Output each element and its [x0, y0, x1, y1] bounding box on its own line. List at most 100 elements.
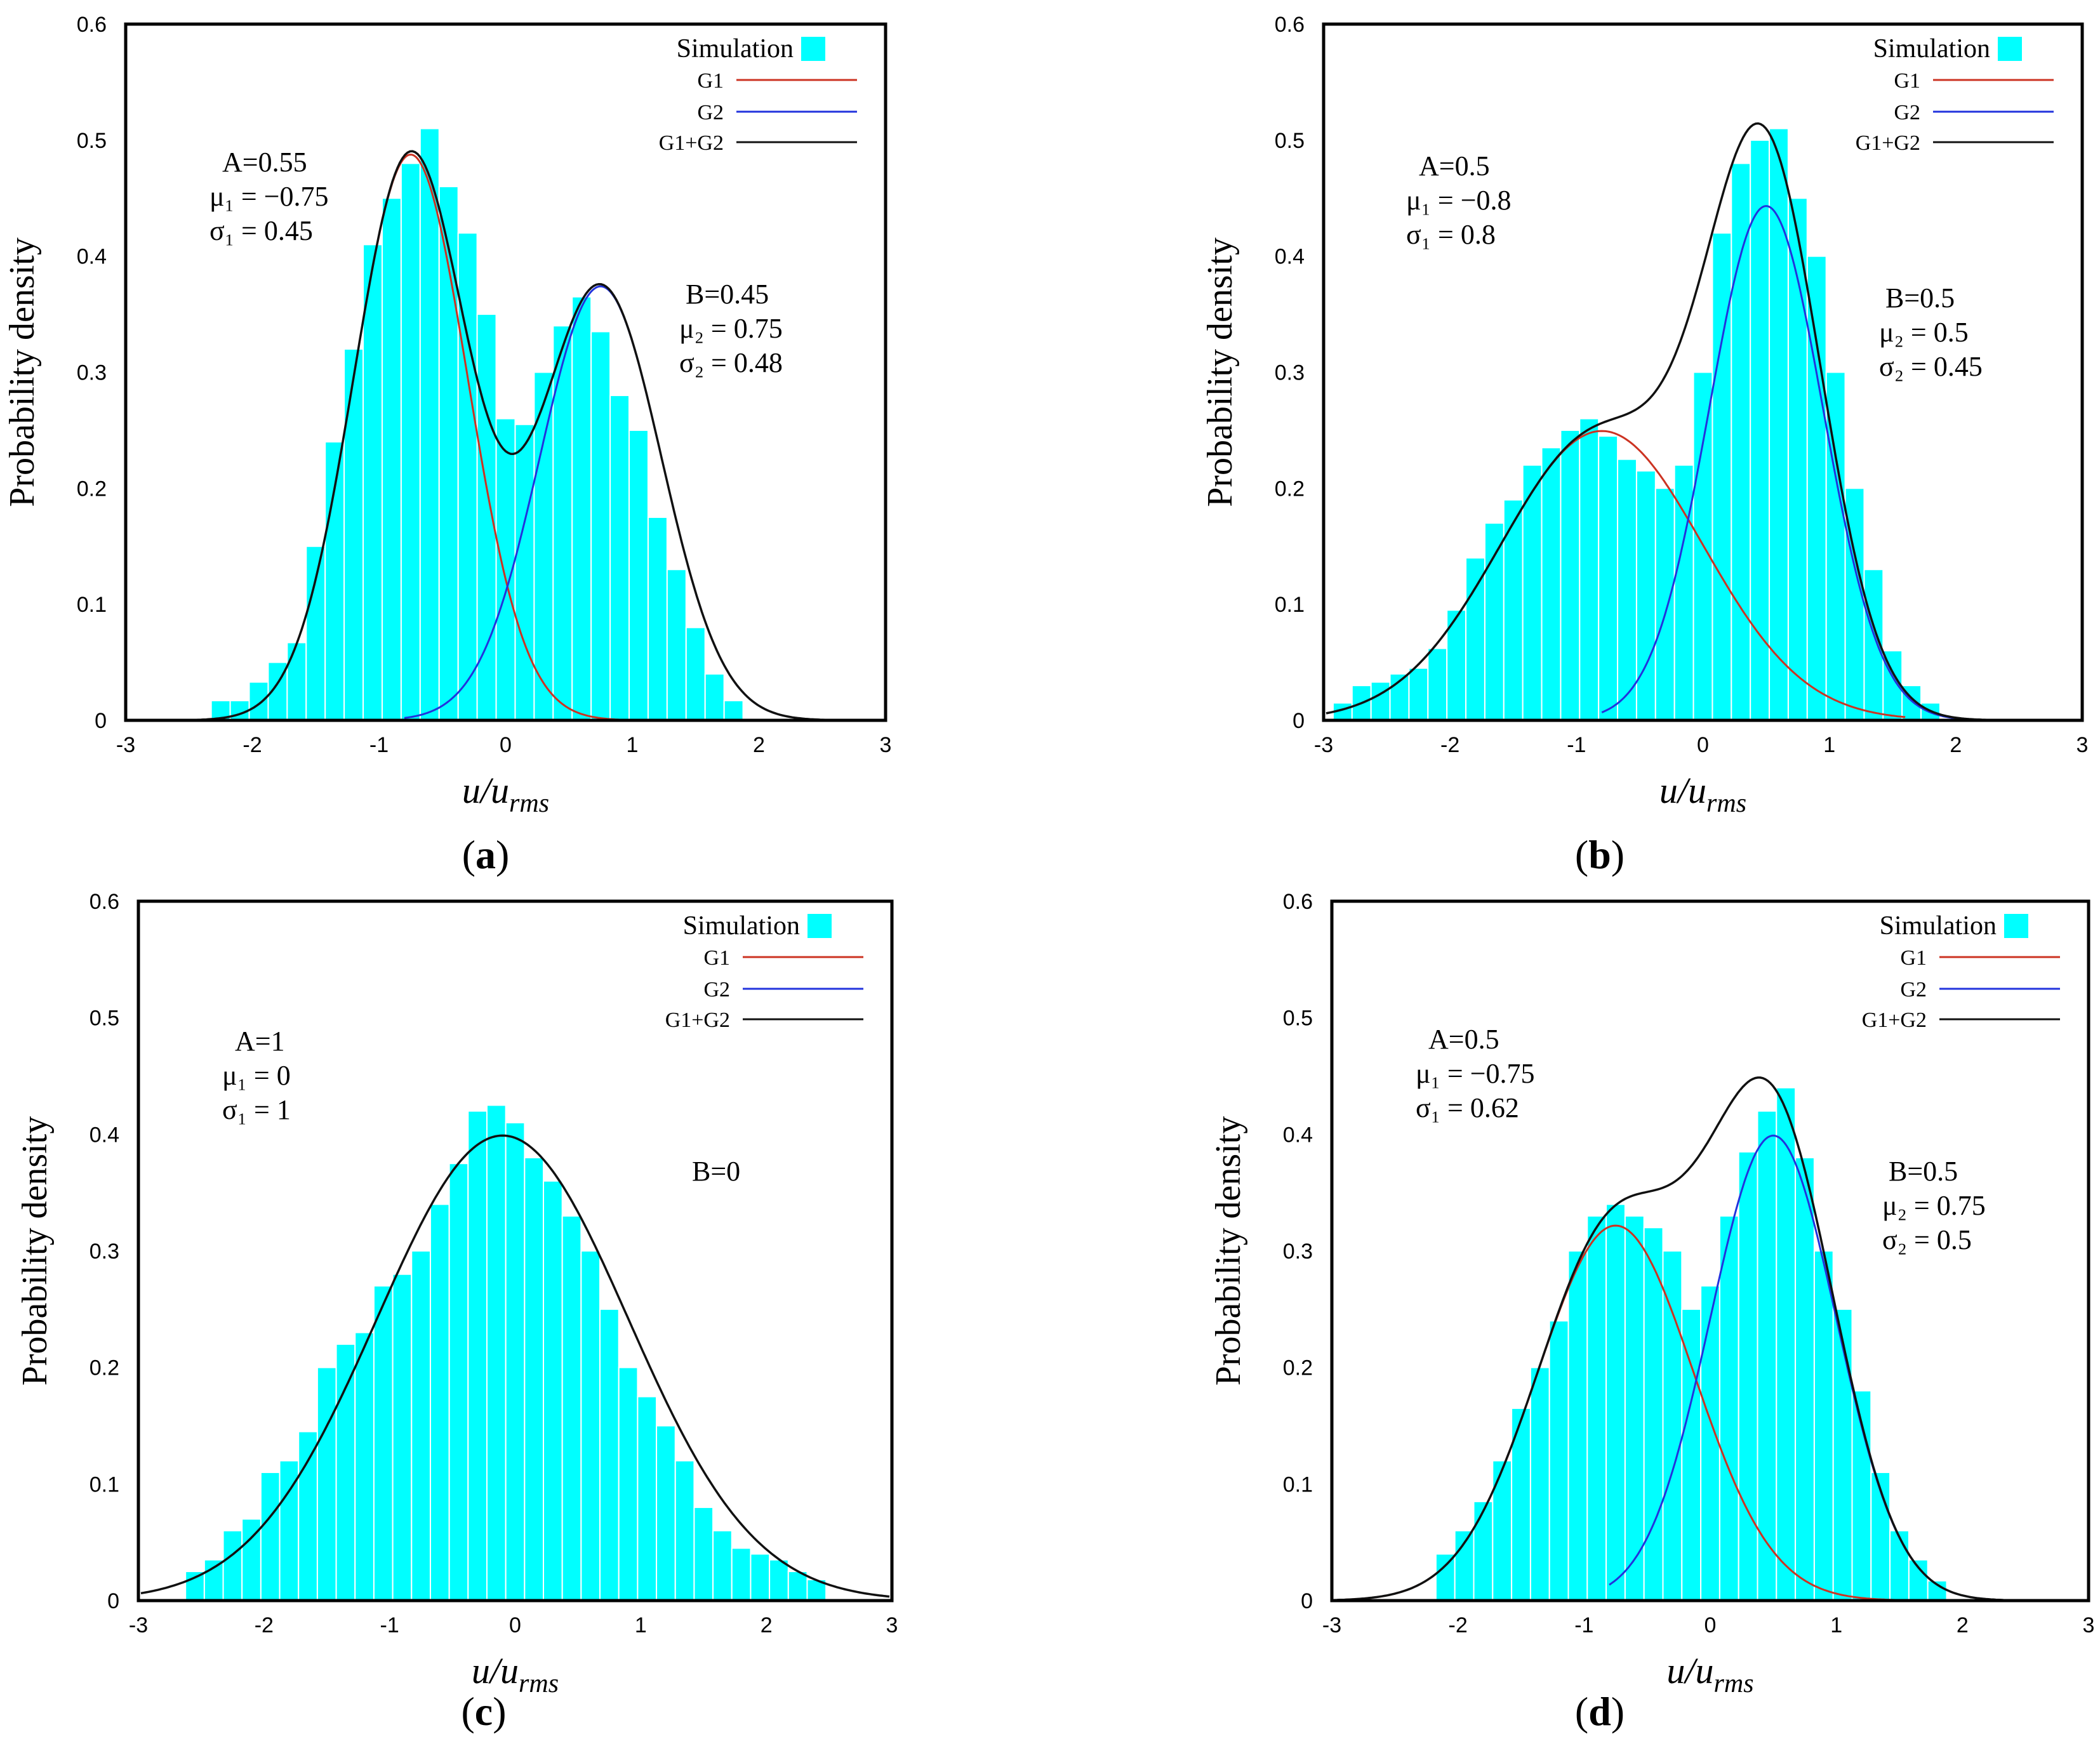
panel-d: -3 -2 -1 0 1 2 3 0 0.1 0.2 0.3 0.4 0.5 0.6 Probability…	[1209, 890, 2094, 1734]
x-tick-label: 0	[500, 733, 512, 757]
x-tick-label: 1	[635, 1613, 647, 1637]
histogram-bar	[666, 569, 687, 721]
y-tick-label: 0	[1293, 709, 1305, 733]
histogram-bar	[618, 1366, 639, 1602]
histogram-bar	[1813, 1250, 1834, 1601]
histogram-bar	[1598, 435, 1619, 722]
histogram-bar	[1492, 1460, 1513, 1602]
histogram-bar	[1435, 1553, 1456, 1602]
histogram-bar	[392, 1273, 413, 1601]
legend-simulation-label: Simulation	[677, 34, 794, 63]
histogram-bar	[1560, 429, 1581, 722]
y-axis-label: Probability density	[1209, 1116, 1248, 1386]
histogram-bar	[1718, 1215, 1739, 1601]
histogram-bar	[590, 331, 611, 721]
y-tick-label: 0.3	[90, 1239, 119, 1264]
legend: Simulation G1 G2 G1+G2	[1862, 911, 2060, 1032]
x-tick-label: -1	[1567, 733, 1586, 757]
histogram-bar	[1529, 1366, 1550, 1602]
annotation-b: B=0.5	[1889, 1156, 1958, 1187]
annotation-mu1: μ₁ = −0.75	[1416, 1058, 1535, 1089]
x-tick-label: -3	[1322, 1613, 1341, 1637]
sum-curve	[128, 150, 883, 722]
y-tick-label: 0.2	[77, 477, 107, 501]
histogram-bar	[524, 1157, 545, 1601]
y-tick-label: 0.5	[77, 129, 107, 153]
histogram-bar	[467, 1110, 488, 1601]
histogram-bar	[571, 296, 592, 721]
legend-simulation-marker	[807, 914, 832, 938]
annotation-b: B=0.45	[686, 279, 769, 310]
legend-sum-label: G1+G2	[1856, 131, 1920, 155]
y-tick-label: 0.1	[77, 593, 107, 617]
annotation-a: A=1	[235, 1026, 285, 1057]
sum-curve	[140, 1134, 890, 1598]
histogram-bar	[1484, 522, 1505, 722]
x-tick-label: 3	[2077, 733, 2089, 757]
y-axis-label: Probability density	[3, 237, 42, 507]
histogram-bar	[704, 673, 725, 722]
annotation-mu1: μ₁ = −0.8	[1406, 185, 1512, 216]
annotation-a: A=0.5	[1428, 1024, 1499, 1055]
annotation-b: B=0.5	[1885, 282, 1955, 314]
histogram-bar	[1370, 681, 1391, 722]
x-tick-label: 3	[2083, 1613, 2095, 1637]
histogram-bar	[750, 1553, 771, 1602]
panel-caption: (c)	[461, 1689, 506, 1734]
histogram-bar	[1586, 1215, 1607, 1601]
histogram-bar	[561, 1215, 582, 1601]
histogram-bar	[543, 1180, 563, 1602]
y-tick-label: 0.5	[90, 1007, 119, 1031]
histogram-bar	[335, 1343, 356, 1602]
histogram-bar	[609, 395, 630, 721]
annotation-sigma2: σ₂ = 0.45	[1879, 351, 1983, 382]
histogram-bar	[514, 423, 535, 722]
legend-g1-label: G1	[1900, 946, 1927, 970]
histogram-bar	[222, 1530, 243, 1602]
annotation-b: B=0	[692, 1156, 740, 1187]
y-tick-label: 0.4	[1283, 1123, 1313, 1147]
legend-sum-label: G1+G2	[659, 131, 724, 155]
x-tick-label: 1	[1823, 733, 1835, 757]
x-tick-label: -3	[116, 733, 135, 757]
histogram-bar	[1579, 418, 1600, 722]
y-tick-label: 0.1	[1283, 1472, 1313, 1497]
histogram-bar	[580, 1250, 601, 1601]
histogram-bar	[298, 1431, 318, 1602]
histogram-bar	[1617, 458, 1637, 721]
histogram-bar	[419, 128, 440, 722]
legend-sum-label: G1+G2	[665, 1008, 730, 1032]
x-tick-label: 0	[509, 1613, 521, 1637]
histogram-bar	[457, 232, 478, 722]
x-tick-label: 1	[1830, 1613, 1842, 1637]
histogram-bar	[429, 1203, 450, 1601]
histogram-bar	[362, 244, 383, 721]
x-tick-label: -2	[255, 1613, 274, 1637]
histogram-bar	[1408, 667, 1429, 721]
y-tick-label: 0.5	[1283, 1007, 1313, 1031]
legend: Simulation G1 G2 G1+G2	[1856, 34, 2054, 155]
histogram-bar	[674, 1460, 695, 1602]
sum-curve	[1326, 122, 2080, 722]
y-axis-label: Probability density	[1200, 237, 1240, 507]
histogram-bar	[1757, 1110, 1778, 1601]
histogram-bar	[1738, 1151, 1758, 1601]
legend-g1-label: G1	[697, 69, 724, 93]
x-tick-label: -1	[380, 1613, 399, 1637]
plot-frame	[124, 22, 887, 722]
histogram-bar	[1795, 1157, 1815, 1601]
y-tick-label: 0.1	[90, 1472, 119, 1497]
x-tick-label: -3	[1314, 733, 1333, 757]
histogram-bar	[1454, 1530, 1475, 1602]
histogram-bar	[1806, 255, 1827, 721]
legend-simulation-label: Simulation	[683, 911, 800, 941]
y-tick-label: 0	[107, 1589, 119, 1613]
histogram-bar	[1681, 1308, 1702, 1601]
legend-simulation-marker	[1998, 37, 2022, 61]
x-tick-label: -2	[1449, 1613, 1468, 1637]
x-tick-label: 0	[1705, 1613, 1717, 1637]
legend-simulation-label: Simulation	[1880, 911, 1997, 941]
legend-simulation-marker	[801, 37, 825, 61]
histogram-bar	[693, 1507, 714, 1601]
